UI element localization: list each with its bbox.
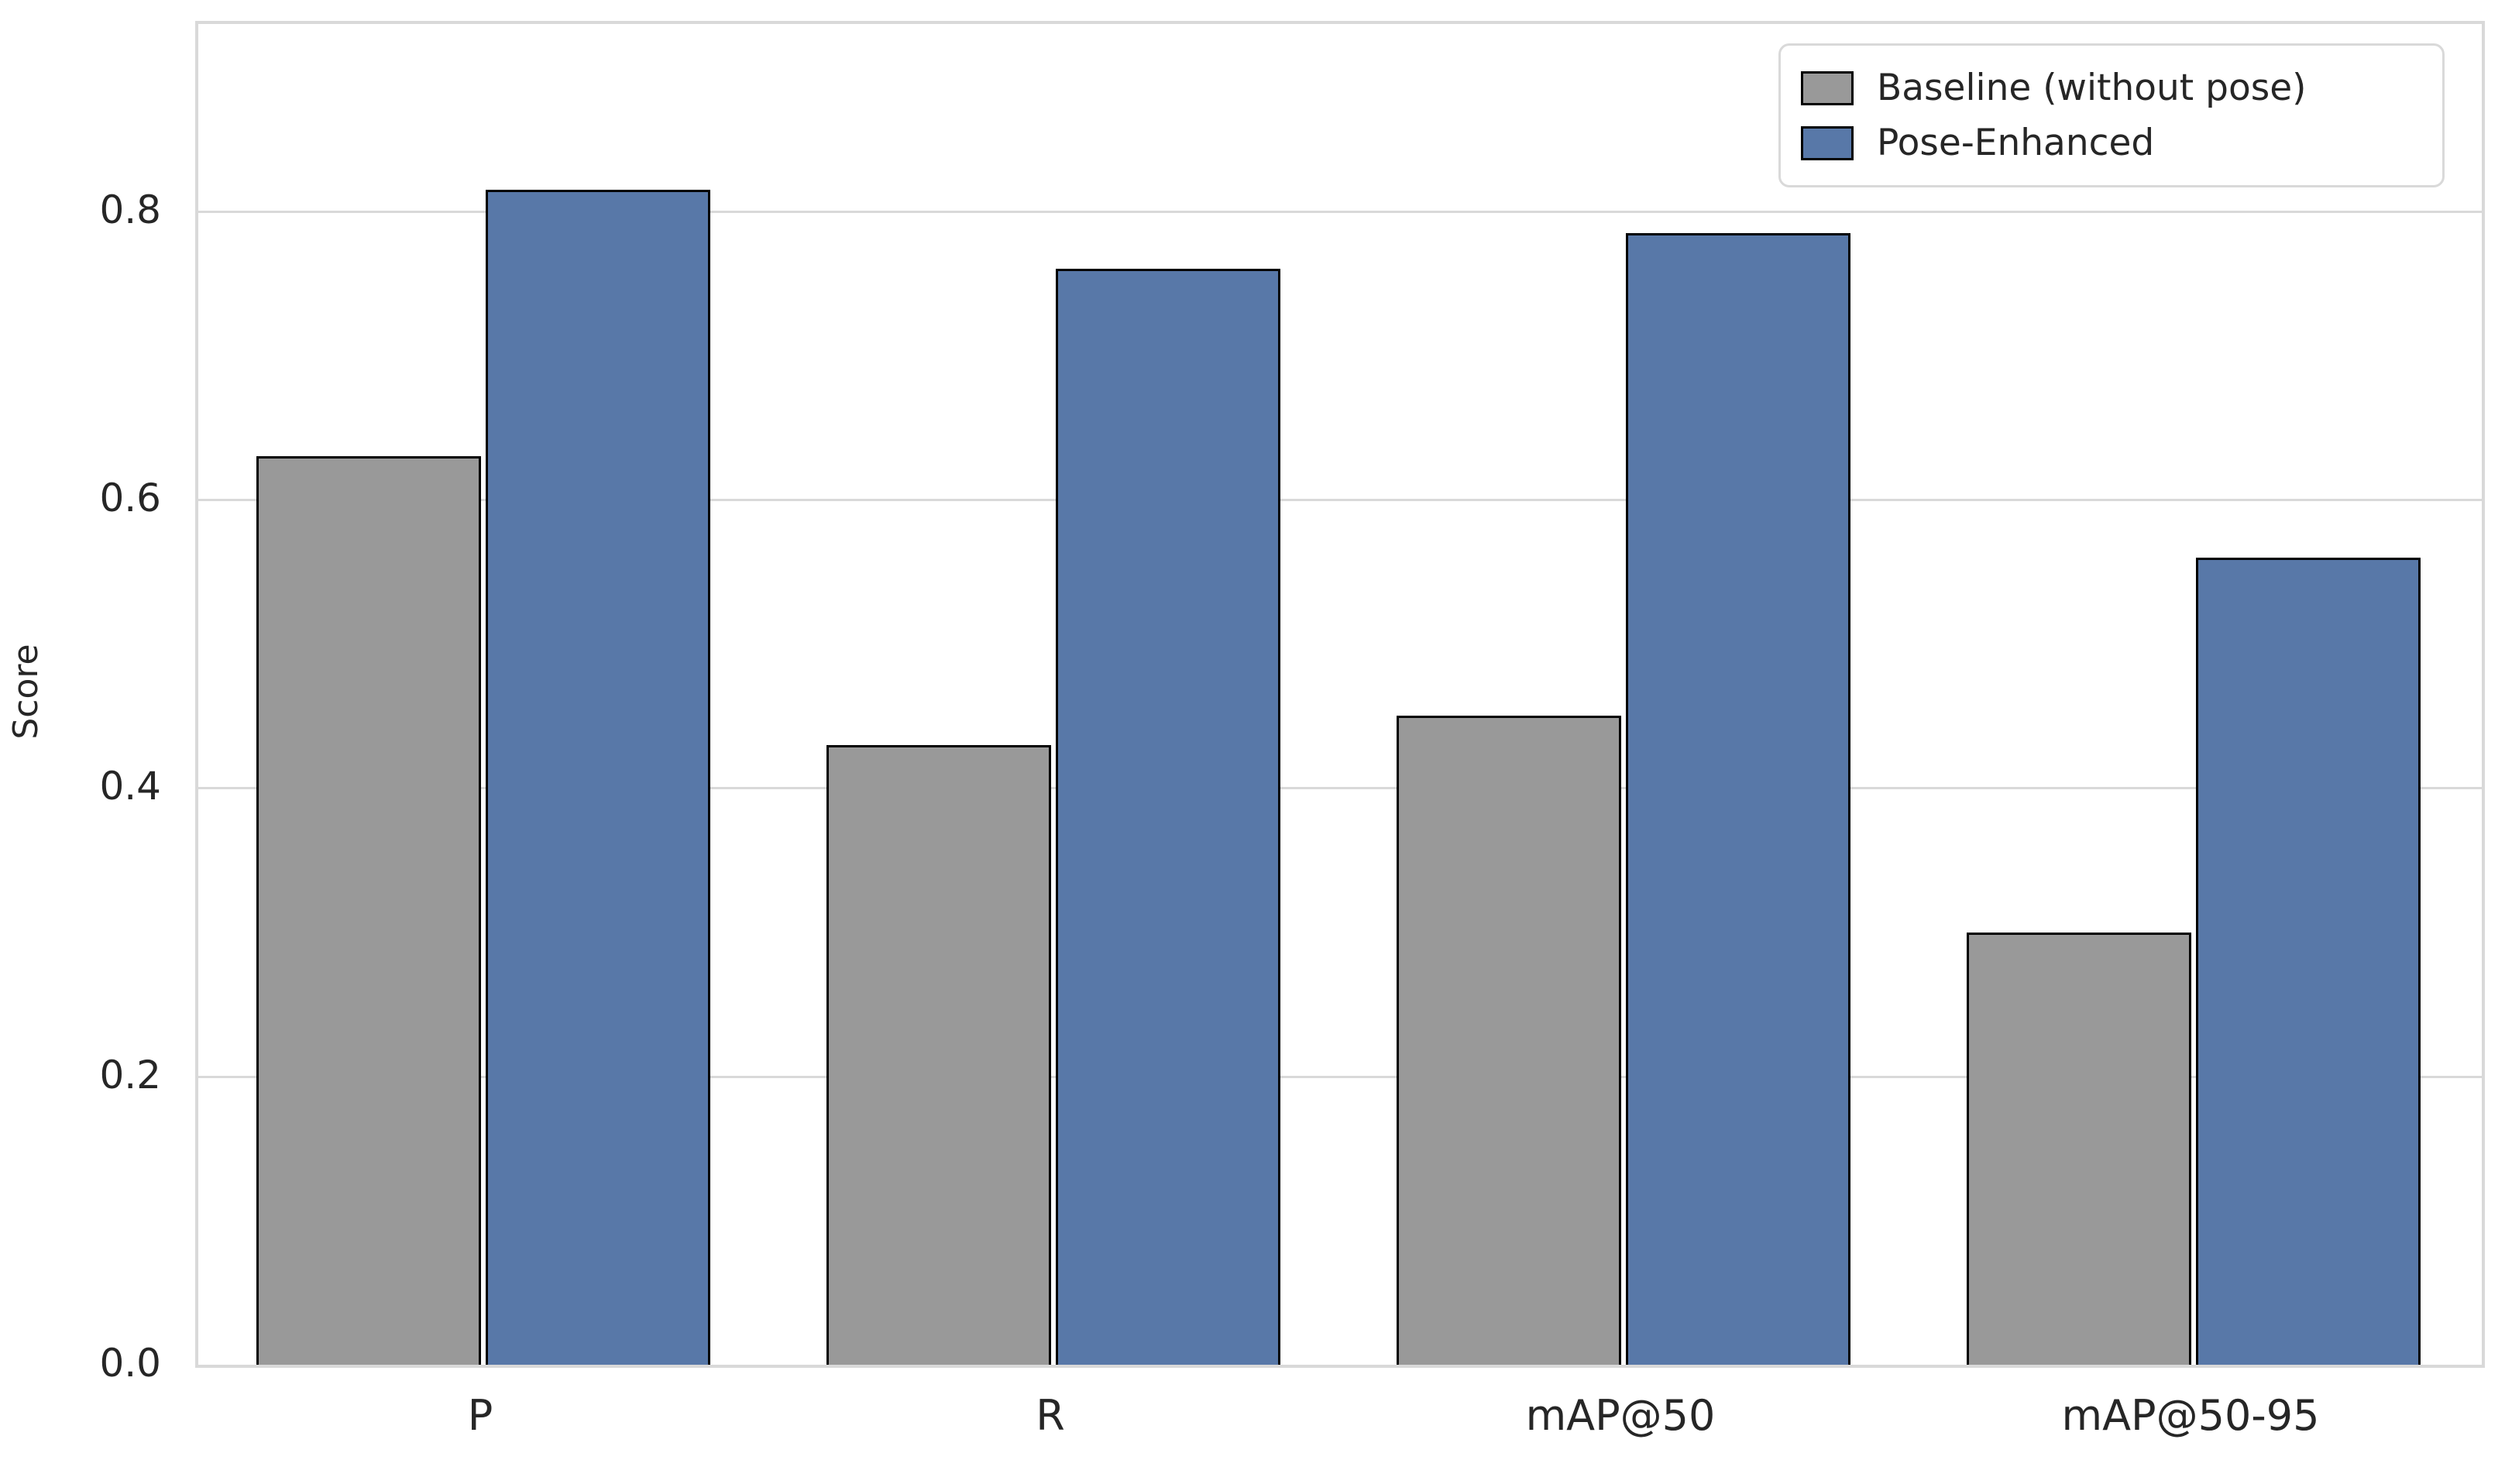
x-tick-label-P: P (467, 1391, 493, 1440)
legend-item-pose-enhanced: Pose-Enhanced (1801, 122, 2442, 164)
y-tick-label-0.6: 0.6 (99, 476, 161, 521)
gridline-y-0.4 (198, 787, 2482, 790)
legend-swatch-pose-enhanced (1801, 125, 1854, 160)
legend-swatch-baseline (1801, 70, 1854, 105)
legend-label-baseline: Baseline (without pose) (1877, 67, 2307, 109)
x-tick-label-mAP@50: mAP@50 (1525, 1391, 1716, 1440)
bar-baseline-mAP@50-95 (1967, 933, 2191, 1365)
y-tick-label-0.8: 0.8 (99, 187, 161, 232)
bar-baseline-mAP@50 (1397, 716, 1621, 1365)
y-axis-label-text: Score (6, 644, 46, 740)
x-tick-label-mAP@50-95: mAP@50-95 (2061, 1391, 2320, 1440)
gridline-y-0.6 (198, 499, 2482, 502)
legend: Baseline (without pose) Pose-Enhanced (1778, 43, 2445, 187)
y-tick-label-0.2: 0.2 (99, 1052, 161, 1098)
y-tick-label-0.4: 0.4 (99, 764, 161, 809)
bar-pose-mAP@50-95 (2196, 558, 2421, 1365)
gridline-y-0.8 (198, 210, 2482, 213)
gridline-y-0.2 (198, 1075, 2482, 1078)
plot-area (195, 21, 2485, 1368)
y-tick-label-0.0: 0.0 (99, 1341, 161, 1386)
bar-pose-R (1056, 269, 1280, 1365)
legend-item-baseline: Baseline (without pose) (1801, 67, 2442, 109)
x-tick-label-R: R (1036, 1391, 1065, 1440)
bar-pose-mAP@50 (1626, 233, 1850, 1365)
bar-baseline-R (826, 745, 1051, 1365)
bar-pose-P (486, 190, 710, 1365)
legend-label-pose-enhanced: Pose-Enhanced (1877, 122, 2155, 164)
bar-baseline-P (256, 456, 481, 1365)
